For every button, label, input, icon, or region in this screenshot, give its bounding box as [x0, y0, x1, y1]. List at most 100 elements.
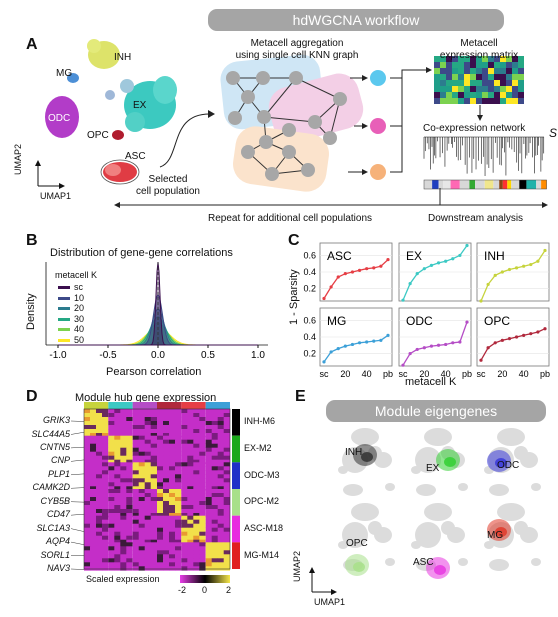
heatmap-cell [102, 433, 109, 438]
heatmap-cell [108, 489, 115, 494]
heatmap-cell [181, 413, 188, 418]
heatmap-cell [175, 509, 182, 514]
heatmap-cell [96, 489, 103, 494]
heatmap-cell [163, 425, 170, 430]
heatmap-cell [126, 527, 133, 532]
heatmap-cell [187, 447, 194, 452]
heatmap-cell [193, 443, 200, 448]
sparsity-line [323, 259, 389, 299]
heatmap-cell [90, 546, 97, 551]
heatmap-cell [108, 433, 115, 438]
heatmap-cell [211, 554, 218, 559]
heatmap-cell [193, 486, 200, 491]
matrix-cell [512, 92, 518, 98]
heatmap-cell [150, 429, 157, 434]
heatmap-cell [138, 554, 145, 559]
sparsity-point [422, 267, 426, 271]
heatmap-cell [150, 539, 157, 544]
heatmap-cell [223, 515, 230, 520]
heatmap-cell [205, 489, 212, 494]
matrix-cell [506, 74, 512, 80]
heatmap-cell [175, 554, 182, 559]
heatmap-cell [90, 558, 97, 563]
heatmap-cell [108, 425, 115, 430]
sparsity-point [436, 261, 441, 265]
heatmap-cell [187, 489, 194, 494]
scale-label: Scaled expression [86, 574, 160, 584]
heatmap-cell [108, 451, 115, 456]
heatmap-cell [193, 409, 200, 414]
heatmap-cell [157, 455, 164, 460]
heatmap-cell [157, 535, 164, 540]
heatmap-cell [126, 435, 133, 440]
heatmap-cell [96, 417, 103, 422]
heatmap-cell [193, 527, 200, 532]
heatmap-cell [90, 519, 97, 524]
heatmap-cell [126, 535, 133, 540]
heatmap-cell [102, 435, 109, 440]
heatmap-cell [144, 515, 151, 520]
heatmap-cell [175, 501, 182, 506]
panel-b-chart: -1.0 -0.5 0.0 0.5 1.0 [45, 261, 268, 361]
heatmap-cell [96, 470, 103, 475]
heatmap-cell [138, 535, 145, 540]
heatmap-cell [96, 459, 103, 464]
heatmap-cell [169, 435, 176, 440]
heatmap-cell [120, 439, 127, 444]
heatmap-cell [144, 542, 151, 547]
matrix-cell [476, 68, 482, 74]
matrix-cell [500, 86, 506, 92]
heatmap-cell [181, 550, 188, 555]
gene-label: SLC44A5 [31, 428, 70, 439]
matrix-cell [470, 80, 476, 86]
heatmap-cell [223, 435, 230, 440]
heatmap-cell [90, 433, 97, 438]
selected-cell-label: Selected cell population [136, 174, 200, 197]
module-color-segment [536, 180, 542, 189]
heatmap-cell [205, 513, 212, 518]
umap-cluster [458, 483, 468, 491]
heatmap-cell [84, 531, 91, 536]
matrix-cell [470, 86, 476, 92]
heatmap-cell [187, 542, 194, 547]
heatmap-cell [181, 462, 188, 467]
sparsity-point [486, 346, 490, 350]
matrix-cell [500, 62, 506, 68]
heatmap-cell [223, 513, 230, 518]
heatmap-cell [126, 558, 133, 563]
heatmap-cell [84, 409, 91, 414]
heatmap-cell [175, 505, 182, 510]
heatmap-cell [144, 443, 151, 448]
matrix-cell [518, 80, 524, 86]
heatmap-cell [211, 462, 218, 467]
matrix-cell [512, 56, 518, 62]
sparsity-point [350, 270, 355, 274]
x-tick-label: -0.5 [99, 350, 117, 361]
highlight-core [495, 527, 507, 537]
heatmap-cell [108, 409, 115, 414]
heatmap-cell [163, 493, 170, 498]
heatmap-cell [150, 455, 157, 460]
heatmap-cell [211, 443, 218, 448]
module-label: OPC-M2 [244, 496, 280, 507]
heatmap-cell [169, 489, 176, 494]
heatmap-cell [144, 482, 151, 487]
heatmap-cell [157, 466, 164, 471]
heatmap-cell [217, 439, 224, 444]
heatmap-cell [163, 433, 170, 438]
heatmap-cell [90, 459, 97, 464]
scale-tick: 0 [202, 585, 208, 595]
heatmap-cell [199, 425, 206, 430]
heatmap-cell [223, 486, 230, 491]
umap-cluster [484, 541, 494, 549]
heatmap-cell [217, 519, 224, 524]
heatmap-cell [120, 417, 127, 422]
heatmap-cell [126, 546, 133, 551]
heatmap-cell [175, 489, 182, 494]
sparsity-point [507, 267, 512, 272]
heatmap-cell [96, 474, 103, 479]
heatmap-cell [150, 443, 157, 448]
heatmap-cell [169, 493, 176, 498]
heatmap-cell [114, 505, 121, 510]
